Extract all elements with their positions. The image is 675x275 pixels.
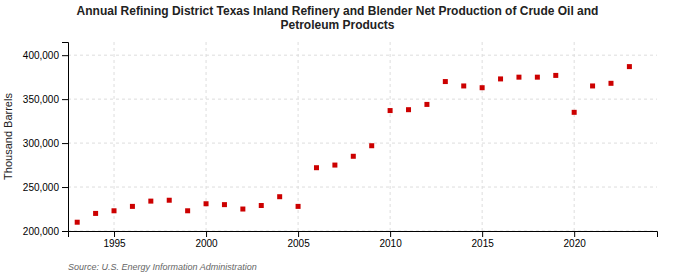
tick-label: 400,000 (23, 50, 60, 61)
tick: 400,000 (23, 50, 68, 61)
point (572, 110, 577, 115)
point (480, 85, 485, 90)
tick-mark (298, 231, 299, 237)
tick-mark (62, 143, 68, 144)
tick-mark (62, 231, 68, 232)
tick: 2015 (472, 231, 495, 249)
x-axis: 1995 2000 2005 2010 2015 2020 (69, 231, 658, 249)
tick-mark (206, 231, 207, 237)
point (167, 198, 172, 203)
point (461, 83, 466, 88)
point (296, 204, 301, 209)
tick-label: 1995 (103, 238, 126, 249)
point (608, 81, 613, 86)
title: Annual Refining District Texas Inland Re… (77, 4, 599, 32)
point (75, 220, 80, 225)
point (351, 154, 356, 159)
tick-label: 2010 (379, 238, 402, 249)
point (185, 208, 190, 213)
tick-label: 2005 (287, 238, 310, 249)
tick-label: 350,000 (23, 94, 60, 105)
point (590, 83, 595, 88)
grid (68, 42, 657, 231)
grid-line-x (114, 42, 115, 231)
grid-line-x (574, 42, 575, 231)
points (75, 64, 632, 225)
grid-line-y (68, 99, 657, 100)
tick-label: 300,000 (23, 138, 60, 149)
point (259, 203, 264, 208)
point (148, 199, 153, 204)
tick-mark (62, 55, 68, 56)
point (388, 108, 393, 113)
point (240, 207, 245, 212)
point (535, 75, 540, 80)
point (332, 163, 337, 168)
tick: 200,000 (23, 226, 68, 237)
title-line: Petroleum Products (280, 18, 394, 32)
point (204, 201, 209, 206)
grid-line-x (482, 42, 483, 231)
tick-label: 250,000 (23, 182, 60, 193)
tick: 250,000 (23, 182, 68, 193)
grid-line-y (68, 187, 657, 188)
y-axis: 200,000 250,000 300,000 350,000 400,000 (23, 43, 69, 237)
tick-mark (62, 99, 68, 100)
tick-mark (114, 231, 115, 237)
point (130, 204, 135, 209)
point (369, 143, 374, 148)
tick: 2000 (195, 231, 218, 249)
axis-line (69, 232, 658, 238)
tick: 2020 (564, 231, 587, 249)
chart: Annual Refining District Texas Inland Re… (0, 0, 675, 275)
tick-mark (62, 187, 68, 188)
point (406, 107, 411, 112)
grid-line-y (68, 55, 657, 56)
tick-label: 2015 (472, 238, 495, 249)
title-line: Annual Refining District Texas Inland Re… (77, 4, 599, 18)
point (222, 202, 227, 207)
point (277, 194, 282, 199)
tick-label: 2020 (564, 238, 587, 249)
tick-mark (574, 231, 575, 237)
tick: 2005 (287, 231, 310, 249)
axis-line (62, 43, 69, 232)
grid-line-x (390, 42, 391, 231)
annotation: Source: U.S. Energy Information Administ… (68, 262, 257, 272)
y-axis-label: Thousand Barrels (2, 93, 14, 180)
tick-label: 2000 (195, 238, 218, 249)
point (627, 64, 632, 69)
point (424, 102, 429, 107)
grid-line-x (298, 42, 299, 231)
tick: 1995 (103, 231, 126, 249)
tick: 2010 (379, 231, 402, 249)
tick: 300,000 (23, 138, 68, 149)
plot: 1995 2000 2005 2010 2015 2020 200,000 250,000 30… (2, 42, 658, 249)
point (112, 208, 117, 213)
tick: 350,000 (23, 94, 68, 105)
point (314, 165, 319, 170)
point (93, 211, 98, 216)
point (516, 75, 521, 80)
point (498, 76, 503, 81)
grid-line-y (68, 143, 657, 144)
tick-label: 200,000 (23, 226, 60, 237)
point (443, 79, 448, 84)
point (553, 73, 558, 78)
tick-mark (390, 231, 391, 237)
tick-mark (482, 231, 483, 237)
